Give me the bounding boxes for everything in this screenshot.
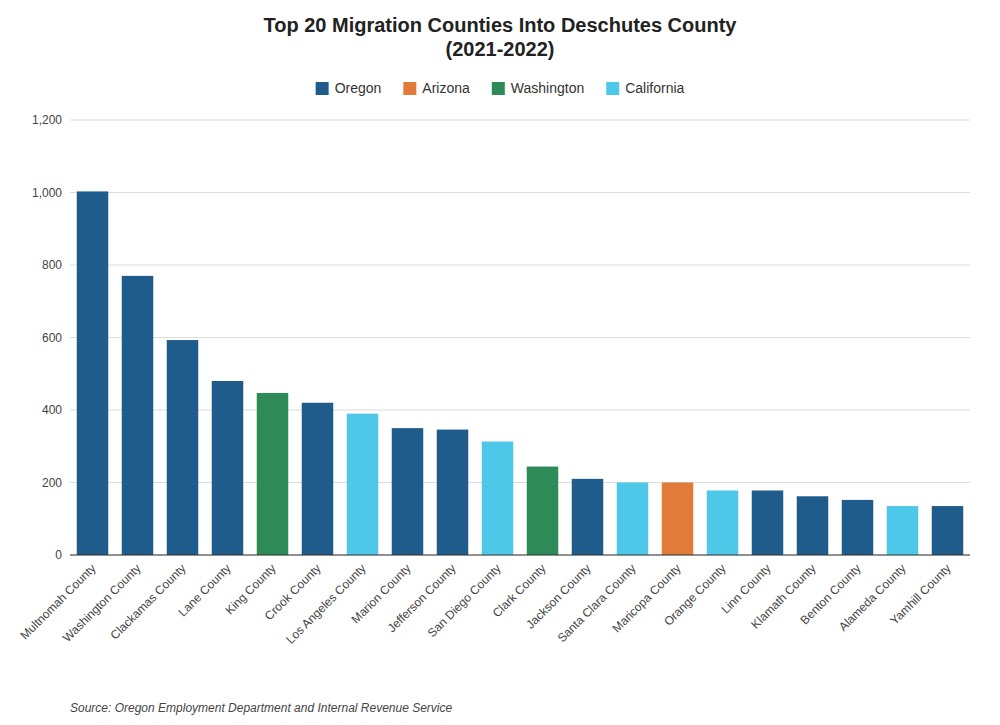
legend-swatch [606, 82, 619, 95]
y-tick-label: 200 [42, 476, 62, 490]
bar [752, 490, 784, 555]
x-tick-label: Washington County [60, 561, 144, 645]
x-tick-label: Orange County [661, 561, 728, 628]
legend-label: Washington [511, 80, 584, 96]
legend: Oregon Arizona Washington California [316, 80, 685, 96]
title-line: Top 20 Migration Counties Into Deschutes… [264, 14, 738, 36]
x-tick-label: Yamhill County [887, 561, 953, 627]
grid-line [70, 265, 970, 266]
x-tick-label: Clackamas County [108, 561, 189, 642]
bar [617, 483, 649, 556]
legend-label: Oregon [335, 80, 382, 96]
y-tick-label: 400 [42, 403, 62, 417]
y-tick-label: 1,200 [32, 113, 62, 127]
bar [392, 428, 424, 555]
bar [257, 393, 289, 555]
legend-swatch [492, 82, 505, 95]
legend-swatch [316, 82, 329, 95]
grid-line [70, 555, 970, 556]
bar [572, 479, 604, 555]
bar [302, 403, 334, 555]
x-axis-line [70, 555, 970, 556]
grid-line [70, 482, 970, 483]
bar [707, 490, 739, 555]
x-tick-label: Santa Clara County [555, 561, 639, 645]
y-tick-label: 1,000 [32, 186, 62, 200]
grid-line [70, 192, 970, 193]
bar [527, 467, 559, 555]
x-tick-label: Los Angeles County [283, 561, 368, 646]
bar [842, 500, 874, 555]
bar [482, 442, 514, 555]
y-tick-label: 600 [42, 331, 62, 345]
bar [797, 496, 829, 555]
y-tick-label: 0 [55, 548, 62, 562]
grid-line [70, 410, 970, 411]
y-tick-label: 800 [42, 258, 62, 272]
bar [437, 430, 469, 555]
bar [212, 381, 244, 555]
x-tick-label: San Diego County [425, 561, 504, 640]
chart: Top 20 Migration Counties Into Deschutes… [0, 0, 1000, 725]
bar [932, 506, 964, 555]
title-line: (2021-2022) [446, 38, 555, 60]
bar [347, 414, 379, 555]
x-tick-label: Multnomah County [18, 561, 99, 642]
grid [70, 120, 970, 555]
title: Top 20 Migration Counties Into Deschutes… [264, 14, 738, 60]
grid-line [70, 337, 970, 338]
legend-swatch [403, 82, 416, 95]
legend-label: Arizona [422, 80, 470, 96]
bar [77, 191, 109, 555]
bar [167, 340, 199, 555]
grid-line [70, 120, 970, 121]
bar [122, 276, 154, 555]
bar [887, 506, 919, 555]
bar [662, 483, 694, 556]
bars [77, 191, 964, 555]
legend-label: California [625, 80, 684, 96]
source-note: Source: Oregon Employment Department and… [70, 701, 453, 715]
